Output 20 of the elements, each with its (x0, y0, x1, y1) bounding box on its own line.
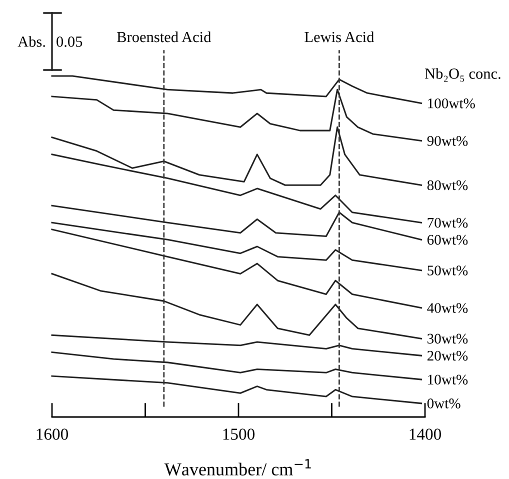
x-tick-label: 1400 (410, 428, 442, 440)
series-label: 50wt% (428, 266, 468, 276)
series-label: 20wt% (427, 350, 468, 361)
ref-line-label: Lewis Acid (304, 31, 374, 42)
series-label: 70wt% (428, 218, 468, 228)
x-axis-title: Wavenumber/ cm$^{−1}$ (164, 459, 311, 476)
x-tick-label: 1600 (36, 428, 68, 440)
x-tick-label: 1500 (223, 428, 255, 440)
series-label: 90wt% (427, 136, 468, 146)
legend-title: Nb₂O₅ conc. (424, 68, 500, 82)
series-label: 100wt% (428, 98, 475, 108)
ref-line-label: Broensted Acid (117, 31, 212, 42)
series-label: 30wt% (428, 334, 468, 344)
series-label: 60wt% (427, 234, 468, 245)
text: 0.05 (56, 36, 82, 47)
series-label: 0wt% (427, 398, 460, 408)
series-label: 80wt% (427, 180, 468, 190)
series-label: 10wt% (428, 374, 468, 385)
series-label: 40wt% (427, 303, 468, 313)
text: Abs. (18, 36, 45, 47)
